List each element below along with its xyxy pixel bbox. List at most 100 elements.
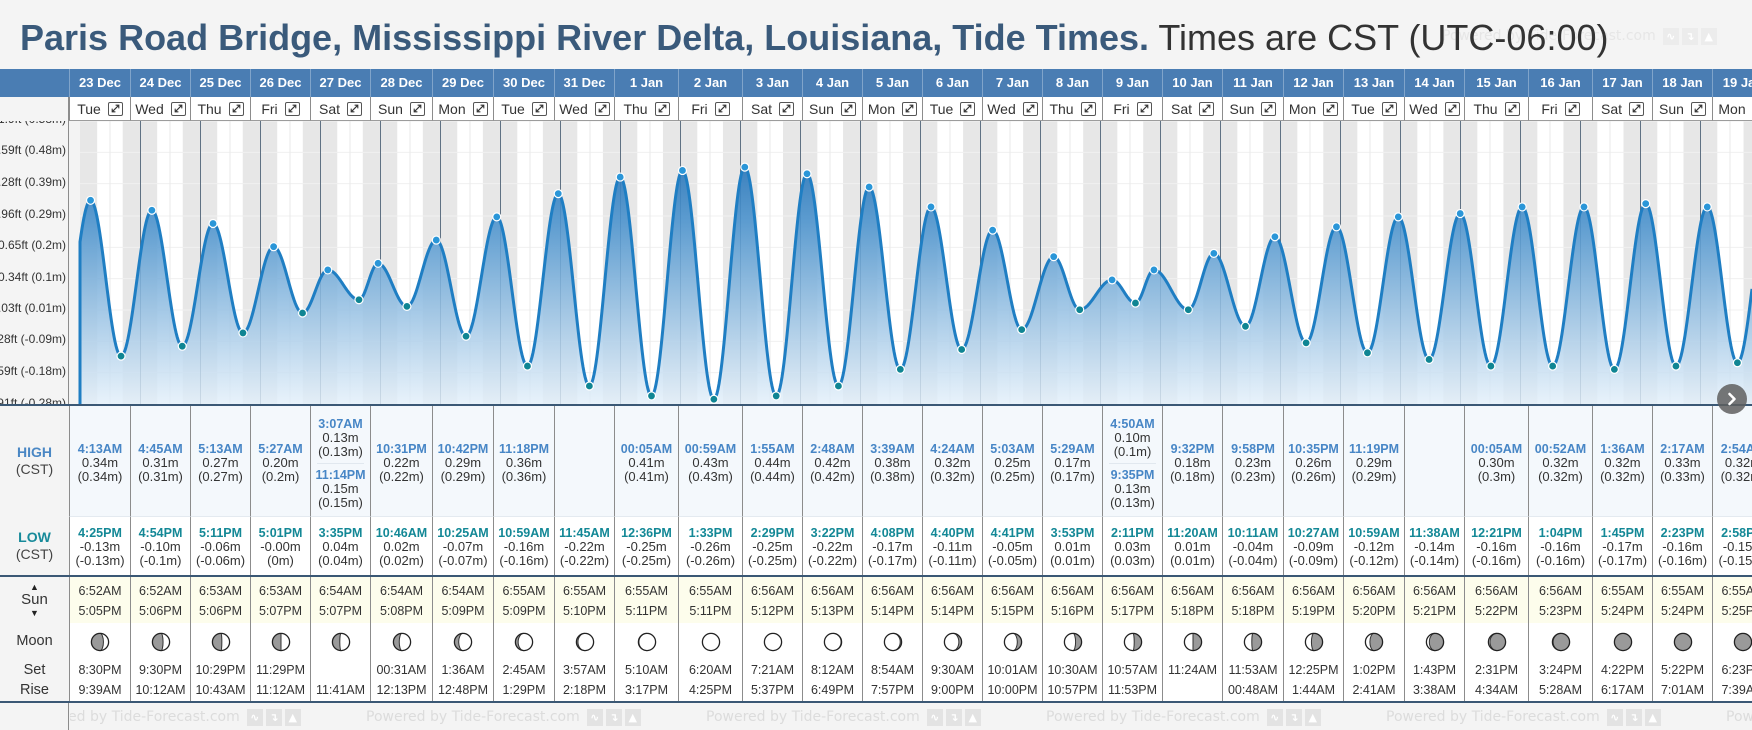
expand-day-button[interactable] bbox=[1261, 101, 1277, 116]
date-header: 2 Jan bbox=[678, 69, 742, 97]
low-tide-height-alt: (-0.14m) bbox=[1409, 552, 1460, 568]
expand-day-button[interactable] bbox=[347, 101, 362, 116]
low-tide-time: 1:04PM bbox=[1538, 525, 1583, 540]
expand-day-button[interactable] bbox=[1690, 101, 1706, 116]
high-tide-height-alt: (0.15m) bbox=[318, 494, 363, 510]
high-tide-cell: 3:07AM 0.13m (0.13m) 11:14PM 0.15m (0.15m) bbox=[310, 406, 370, 516]
expand-day-button[interactable] bbox=[228, 101, 244, 116]
expand-arrows-icon bbox=[718, 104, 727, 113]
high-tide-time: 9:58PM bbox=[1231, 442, 1275, 456]
moon-cell: 1:02PM 2:41AM bbox=[1343, 623, 1404, 701]
low-tide-height-alt: (-0.16m) bbox=[1535, 552, 1586, 568]
expand-day-button[interactable] bbox=[1381, 101, 1397, 116]
sunset-time: 5:14PM bbox=[870, 603, 915, 618]
low-tide-cell: 4:54PM -0.10m (-0.1m) bbox=[130, 516, 190, 575]
high-tide-point bbox=[431, 235, 441, 245]
powered-by-watermark: Powered by Tide-Forecast.com ∿ ↴ ▲ bbox=[1442, 26, 1717, 46]
moon-phase-icon bbox=[823, 632, 842, 652]
high-tide-point bbox=[988, 225, 998, 235]
powered-by-watermark: Powered by Tide-Forecast.com∿↴▲ bbox=[1386, 707, 1661, 727]
next-week-button[interactable] bbox=[1717, 384, 1747, 414]
high-tide-time: 11:14PM bbox=[315, 467, 366, 482]
moonrise-time: 7:57PM bbox=[870, 683, 915, 697]
weekday-cell: Mon bbox=[1712, 97, 1752, 121]
expand-day-button[interactable] bbox=[1080, 101, 1096, 116]
expand-day-button[interactable] bbox=[531, 101, 547, 116]
sunrise-time: 6:56AM bbox=[1538, 583, 1583, 598]
low-tide-point bbox=[957, 344, 967, 355]
expand-day-button[interactable] bbox=[960, 101, 976, 116]
expand-day-button[interactable] bbox=[1323, 101, 1339, 116]
date-header: 15 Jan bbox=[1464, 69, 1528, 97]
sunset-time: 5:24PM bbox=[1660, 603, 1705, 618]
high-tide-height: 0.32m bbox=[1604, 455, 1641, 470]
sunset-time: 5:11PM bbox=[625, 603, 668, 618]
high-tide-height: 0.32m bbox=[1542, 455, 1579, 470]
high-tide-height-alt: (0.38m) bbox=[870, 469, 915, 484]
low-tide-entry: 10:59AM -0.16m (-0.16m) bbox=[498, 526, 549, 568]
moonrise-time: 4:34AM bbox=[1474, 683, 1519, 697]
expand-day-button[interactable] bbox=[170, 101, 186, 116]
chart-left-border bbox=[68, 97, 69, 405]
low-tide-height-alt: (-0.09m) bbox=[1288, 552, 1339, 568]
high-tide-time: 4:13AM bbox=[77, 442, 123, 456]
moonset-time: 00:31AM bbox=[376, 663, 427, 677]
expand-day-button[interactable] bbox=[779, 101, 794, 116]
expand-day-button[interactable] bbox=[472, 101, 488, 116]
moonrise-time: 2:18PM bbox=[562, 683, 607, 697]
low-tide-height: -0.26m bbox=[690, 538, 731, 554]
expand-day-button[interactable] bbox=[1504, 101, 1520, 116]
sunrise-time: 6:56AM bbox=[1231, 583, 1275, 598]
low-tide-entry: 4:40PM -0.11m (-0.11m) bbox=[928, 526, 976, 568]
sun-cell: 6:54AM 5:09PM bbox=[432, 577, 493, 623]
expand-day-button[interactable] bbox=[714, 101, 730, 116]
powered-by-watermark: Powered by Tide-Forecast.com∿↴▲ bbox=[1726, 707, 1752, 727]
moon-phase-icon bbox=[1487, 632, 1506, 652]
expand-arrows-icon bbox=[963, 104, 972, 113]
low-tide-height: -0.05m bbox=[992, 538, 1033, 554]
expand-day-button[interactable] bbox=[594, 101, 610, 116]
expand-day-button[interactable] bbox=[409, 101, 425, 116]
expand-day-button[interactable] bbox=[1629, 101, 1644, 116]
moonset-time: 10:57AM bbox=[1107, 663, 1158, 677]
entry-divider bbox=[1109, 462, 1156, 464]
high-tide-entry: 00:59AM 0.43m (0.43m) bbox=[685, 442, 736, 484]
tide-arrow-icon: ↴ bbox=[1625, 708, 1642, 726]
low-tide-cell: 3:35PM 0.04m (0.04m) bbox=[310, 516, 370, 575]
watermark-text: Powered by Tide-Forecast.com bbox=[366, 709, 580, 725]
expand-day-button[interactable] bbox=[840, 101, 856, 116]
day-column: 23 Dec Tue 4:13AM 0.34m (0.34m) 4:25PM -0.13m(… bbox=[69, 69, 130, 701]
moon-phase-icon bbox=[1425, 632, 1444, 652]
y-tick-label: -0.91ft (-0.28m) bbox=[0, 396, 66, 405]
sun-cell: 6:56AM 5:22PM bbox=[1464, 577, 1528, 623]
high-tide-height: 0.29m bbox=[1355, 455, 1393, 470]
weekday-label: Mon bbox=[1718, 100, 1746, 117]
low-tide-entry: 10:27AM -0.09m (-0.09m) bbox=[1288, 526, 1339, 568]
expand-day-button[interactable] bbox=[107, 101, 123, 116]
high-tide-height: 0.44m bbox=[754, 455, 791, 470]
expand-day-button[interactable] bbox=[1199, 101, 1214, 116]
weekday-label: Sun bbox=[809, 100, 834, 117]
moonrise-time: 9:00PM bbox=[930, 683, 975, 697]
low-tide-height-alt: (-0.05m) bbox=[987, 552, 1038, 568]
y-tick-label: -0.28ft (-0.09m) bbox=[0, 332, 66, 347]
expand-day-button[interactable] bbox=[1022, 101, 1038, 116]
expand-day-button[interactable] bbox=[902, 101, 918, 116]
date-header: 25 Dec bbox=[190, 69, 250, 97]
day-column: 15 Jan Thu 00:05AM 0.30m (0.3m) 12:21PM -0.16m… bbox=[1464, 69, 1528, 701]
expand-day-button[interactable] bbox=[284, 101, 300, 116]
high-tide-entry: 9:35PM 0.13m (0.13m) bbox=[1110, 468, 1155, 510]
high-tide-time: 2:17AM bbox=[1660, 442, 1705, 456]
y-tick-label: 0.03ft (0.01m) bbox=[0, 300, 66, 315]
high-tide-cell: 5:03AM 0.25m (0.25m) bbox=[982, 406, 1042, 516]
expand-day-button[interactable] bbox=[654, 101, 670, 116]
low-tide-time: 4:25PM bbox=[78, 525, 122, 540]
high-tide-entry: 4:45AM 0.31m (0.31m) bbox=[138, 442, 183, 484]
expand-day-button[interactable] bbox=[1136, 101, 1152, 116]
date-header: 11 Jan bbox=[1222, 69, 1283, 97]
sunrise-time: 6:55AM bbox=[1660, 583, 1705, 598]
expand-day-button[interactable] bbox=[1564, 101, 1580, 116]
footer-left-cell bbox=[0, 703, 69, 730]
expand-day-button[interactable] bbox=[1444, 101, 1460, 116]
moonrise-time: 1:44AM bbox=[1291, 683, 1336, 697]
